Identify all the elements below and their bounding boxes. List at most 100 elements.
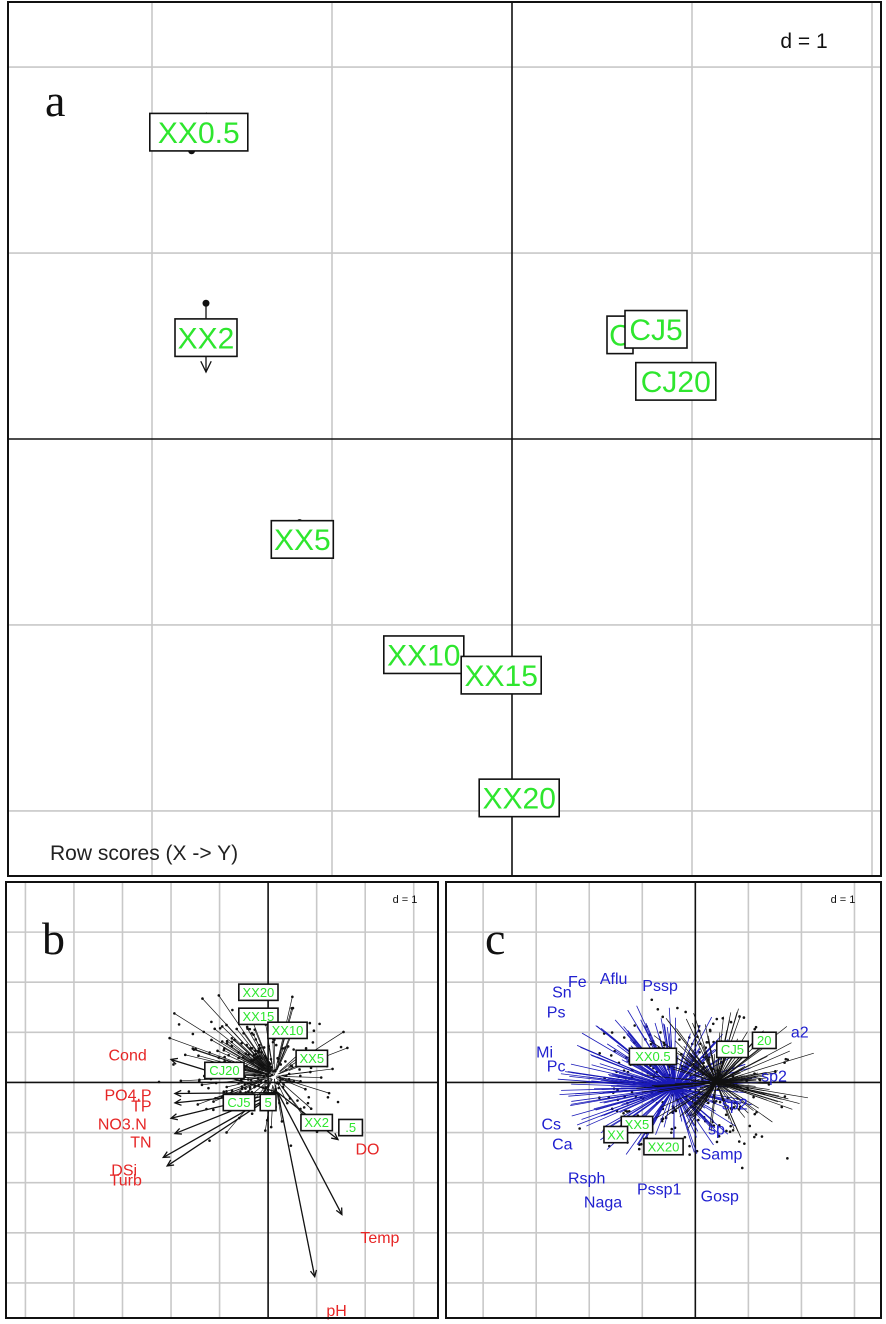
cloud-point [758,1078,762,1082]
panel-c-zero-axes [446,882,881,1318]
site-label: 5 [264,1095,271,1110]
cloud-vector [226,1078,265,1092]
cloud-point [715,1017,719,1021]
cloud-vector [258,1050,272,1072]
cloud-point [285,1068,288,1072]
cloud-point [683,1135,687,1139]
cloud-point [633,1024,637,1027]
cloud-point [663,1043,666,1047]
panel-a-zero-axes [8,2,881,876]
cloud-point [307,1095,311,1099]
cloud-point [318,1022,321,1026]
env-label-tn: TN [130,1135,151,1152]
site-vector [636,1082,717,1089]
cloud-point [625,1110,629,1113]
cloud-vector [223,1049,265,1072]
cloud-point [286,1101,289,1105]
cloud-vector [280,1078,306,1090]
species-vector [605,1087,675,1127]
cloud-vector [266,1074,273,1077]
env-vector-head-tp [173,1098,182,1106]
cloud-point [742,1016,746,1019]
cloud-point [179,1079,183,1083]
species-vector [673,1024,701,1088]
site-vector [660,1082,717,1108]
site-vector [716,1082,730,1120]
species-label-aflu: Aflu [600,971,628,988]
cloud-point [223,1055,226,1059]
env-vector-ph [277,1092,316,1277]
cloud-point [725,1129,728,1133]
env-label-temp: Temp [360,1230,399,1247]
species-vector [603,1087,675,1116]
panel-c-grid [446,881,881,1318]
species-label-sp: sp [708,1122,725,1139]
cloud-vector [269,1063,274,1074]
env-vector-head-cond [169,1057,179,1065]
cloud-vector [275,1048,284,1071]
cloud-point [290,1006,293,1010]
cloud-point [712,1124,716,1127]
cloud-vector [222,1041,264,1070]
cloud-point [289,1144,293,1147]
cloud-point [200,1083,204,1087]
cloud-vector [281,1071,311,1076]
species-vector [657,1087,675,1113]
site-label-xx10: XX10 [387,640,460,673]
env-vector-po4.p [174,1091,278,1095]
site-label-box [238,983,279,1002]
site-label: CJ20 [209,1063,239,1078]
panel-a-scale-label: d = 1 [780,30,827,53]
cloud-vector [253,1034,271,1069]
cloud-point [247,1090,250,1093]
cloud-point [711,1022,715,1026]
species-vector [590,1054,675,1088]
cloud-point [783,1095,787,1098]
cloud-vector [275,1076,283,1080]
site-vector [653,1035,717,1083]
cloud-vector [274,1078,276,1090]
species-label-naga: Naga [584,1195,622,1212]
site-label: CJ5 [721,1042,744,1057]
site-vector [716,1052,814,1083]
site-vector [686,1082,717,1117]
species-vector [673,1087,694,1120]
site-vector [686,1054,717,1083]
cloud-point [670,1127,674,1131]
site-label-cj5-box [624,309,688,349]
site-label-xx2: XX2 [178,322,235,355]
cloud-point [729,1020,733,1024]
site-vector [655,1082,717,1119]
site-vector [716,1082,782,1100]
species-label-sn: Sn [552,984,572,1001]
cloud-point [304,1087,307,1091]
site-label-box [259,1093,277,1112]
cloud-point [688,1153,691,1156]
cloud-point [717,1134,721,1138]
site-label-xx15-box [460,655,543,695]
cloud-point [676,1006,679,1010]
site-label-box [204,1061,245,1080]
panel-a-caption: Row scores (X -> Y) [50,842,238,865]
site-vector [676,1028,717,1083]
cloud-point [730,1108,734,1111]
cloud-vector [252,1060,271,1074]
site-label: CJ5 [227,1095,250,1110]
species-vector [613,1069,675,1088]
species-label-ps: Ps [547,1004,566,1021]
cloud-point [753,1135,756,1139]
cloud-point [230,1040,234,1044]
cloud-point [309,1070,312,1074]
cloud-vector [218,995,264,1061]
site-label-xx20: XX20 [483,783,556,816]
site-vector [668,1082,717,1114]
cloud-vector [246,1044,269,1071]
cloud-point [222,1048,226,1052]
cloud-point [278,1079,282,1082]
cloud-point [280,1120,284,1123]
env-vector-dsi [162,1091,279,1158]
site-label-cj20-box [634,361,717,401]
